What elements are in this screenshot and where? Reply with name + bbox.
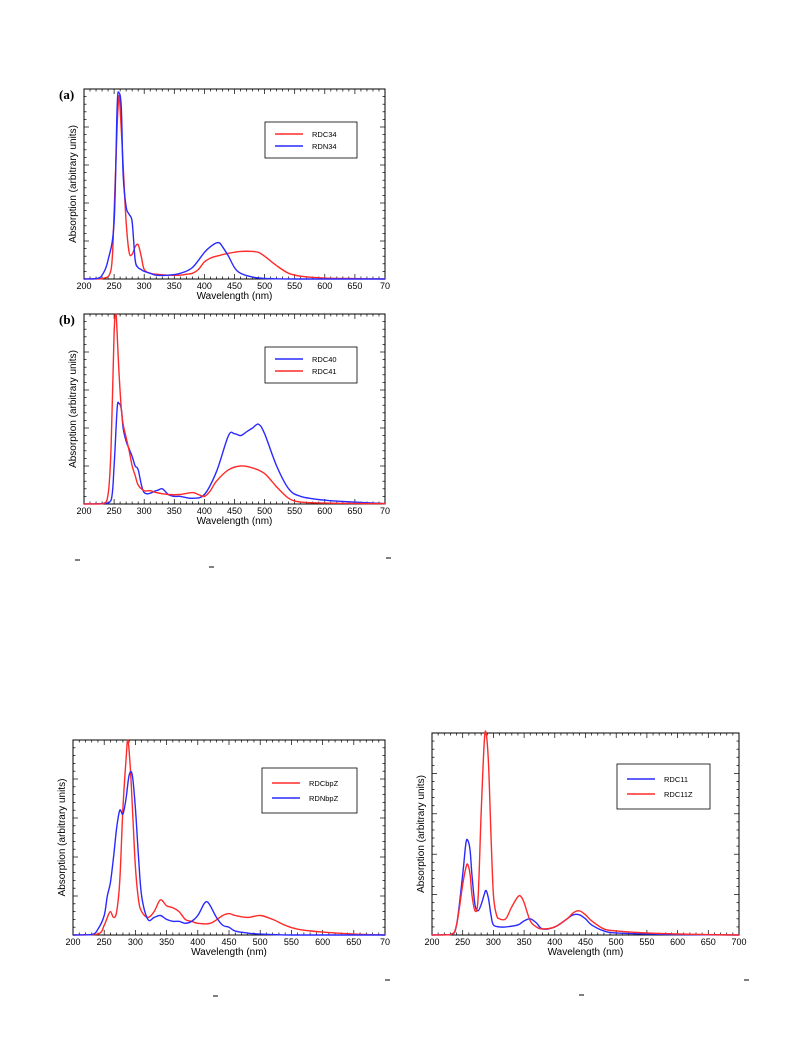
legend-label: RDCbpZ [309, 779, 339, 788]
y-axis-label: Absorption (arbitrary units) [57, 779, 68, 897]
x-tick-label: 350 [167, 281, 182, 291]
x-tick-label: 400 [547, 937, 562, 947]
x-tick-label: 70 [380, 506, 390, 516]
x-tick-label: 350 [517, 937, 532, 947]
series-line-RDC41 [83, 313, 386, 505]
x-tick-label: 550 [639, 937, 654, 947]
legend-label: RDC11Z [664, 790, 693, 799]
x-tick-label: 70 [380, 937, 390, 947]
x-tick-label: 600 [317, 281, 332, 291]
x-tick-label: 550 [287, 506, 302, 516]
x-tick-label: 200 [76, 506, 91, 516]
legend-label: RDN34 [312, 142, 337, 151]
x-tick-label: 250 [97, 937, 112, 947]
legend-label: RDC41 [312, 367, 337, 376]
legend: RDC34 RDN34 [264, 121, 358, 159]
legend-box [264, 121, 358, 159]
legend-label: RDC40 [312, 355, 337, 364]
x-axis-label: Wavelength (nm) [191, 947, 267, 958]
legend-box [616, 763, 711, 810]
series-line-RDC11 [431, 838, 740, 936]
x-tick-label: 650 [346, 937, 361, 947]
x-tick-label: 600 [317, 506, 332, 516]
x-tick-label: 350 [159, 937, 174, 947]
x-tick-label: 700 [731, 937, 746, 947]
plot-frame [83, 313, 386, 505]
x-tick-label: 500 [609, 937, 624, 947]
x-tick-label: 300 [128, 937, 143, 947]
series-line-RDNbpZ [72, 770, 385, 936]
legend: RDC11 RDC11Z [616, 763, 711, 810]
x-tick-label: 650 [701, 937, 716, 947]
legend-label: RDNbpZ [309, 794, 339, 803]
y-axis-label: Absorption (arbitrary units) [416, 775, 427, 893]
x-axis-label: Wavelength (nm) [548, 947, 624, 958]
x-tick-label: 450 [578, 937, 593, 947]
x-tick-label: 500 [253, 937, 268, 947]
x-tick-label: 200 [65, 937, 80, 947]
x-tick-label: 600 [315, 937, 330, 947]
x-tick-label: 250 [107, 506, 122, 516]
x-tick-label: 500 [257, 506, 272, 516]
y-axis-label: Absorption (arbitrary units) [68, 350, 79, 468]
x-tick-label: 650 [347, 506, 362, 516]
x-tick-label: 550 [284, 937, 299, 947]
legend-box [264, 346, 358, 384]
x-tick-label: 200 [76, 281, 91, 291]
legend-label: RDC34 [312, 130, 337, 139]
series-line-RDC11Z [431, 730, 740, 936]
x-tick-label: 450 [227, 281, 242, 291]
x-axis-label: Wavelength (nm) [197, 516, 273, 527]
x-tick-label: 600 [670, 937, 685, 947]
panel-label: (a) [59, 87, 74, 102]
chart-panel-1: 200 250 300 350 400 450 500 550 600 650 70 Waveleng… [59, 87, 390, 302]
x-tick-label: 200 [424, 937, 439, 947]
x-tick-label: 350 [167, 506, 182, 516]
panel-label: (b) [59, 312, 75, 327]
legend-label: RDC11 [664, 775, 688, 784]
x-tick-label: 550 [287, 281, 302, 291]
x-tick-label: 300 [486, 937, 501, 947]
y-axis-label: Absorption (arbitrary units) [68, 125, 79, 243]
x-tick-label: 450 [227, 506, 242, 516]
chart-panel-4: 200 250 300 350 400 450 500 550 600 650 700 Wavelen… [416, 730, 747, 958]
legend-box [261, 767, 358, 814]
x-tick-label: 650 [347, 281, 362, 291]
x-tick-label: 400 [190, 937, 205, 947]
chart-panel-3: 200 250 300 350 400 450 500 550 600 650 70 Waveleng… [57, 739, 390, 958]
x-tick-label: 300 [137, 281, 152, 291]
x-tick-label: 250 [107, 281, 122, 291]
chart-panel-2: 200 250 300 350 400 450 500 550 600 650 70 Waveleng… [59, 312, 390, 527]
x-tick-label: 500 [257, 281, 272, 291]
x-tick-label: 400 [197, 281, 212, 291]
series-line-RDN34 [83, 91, 385, 280]
x-tick-label: 450 [221, 937, 236, 947]
legend: RDC40 RDC41 [264, 346, 358, 384]
x-tick-label: 400 [197, 506, 212, 516]
x-tick-label: 250 [455, 937, 470, 947]
legend: RDCbpZ RDNbpZ [261, 767, 358, 814]
series-line-RDCbpZ [72, 739, 386, 936]
x-axis-label: Wavelength (nm) [197, 291, 273, 302]
x-tick-label: 300 [137, 506, 152, 516]
x-tick-label: 70 [380, 281, 390, 291]
